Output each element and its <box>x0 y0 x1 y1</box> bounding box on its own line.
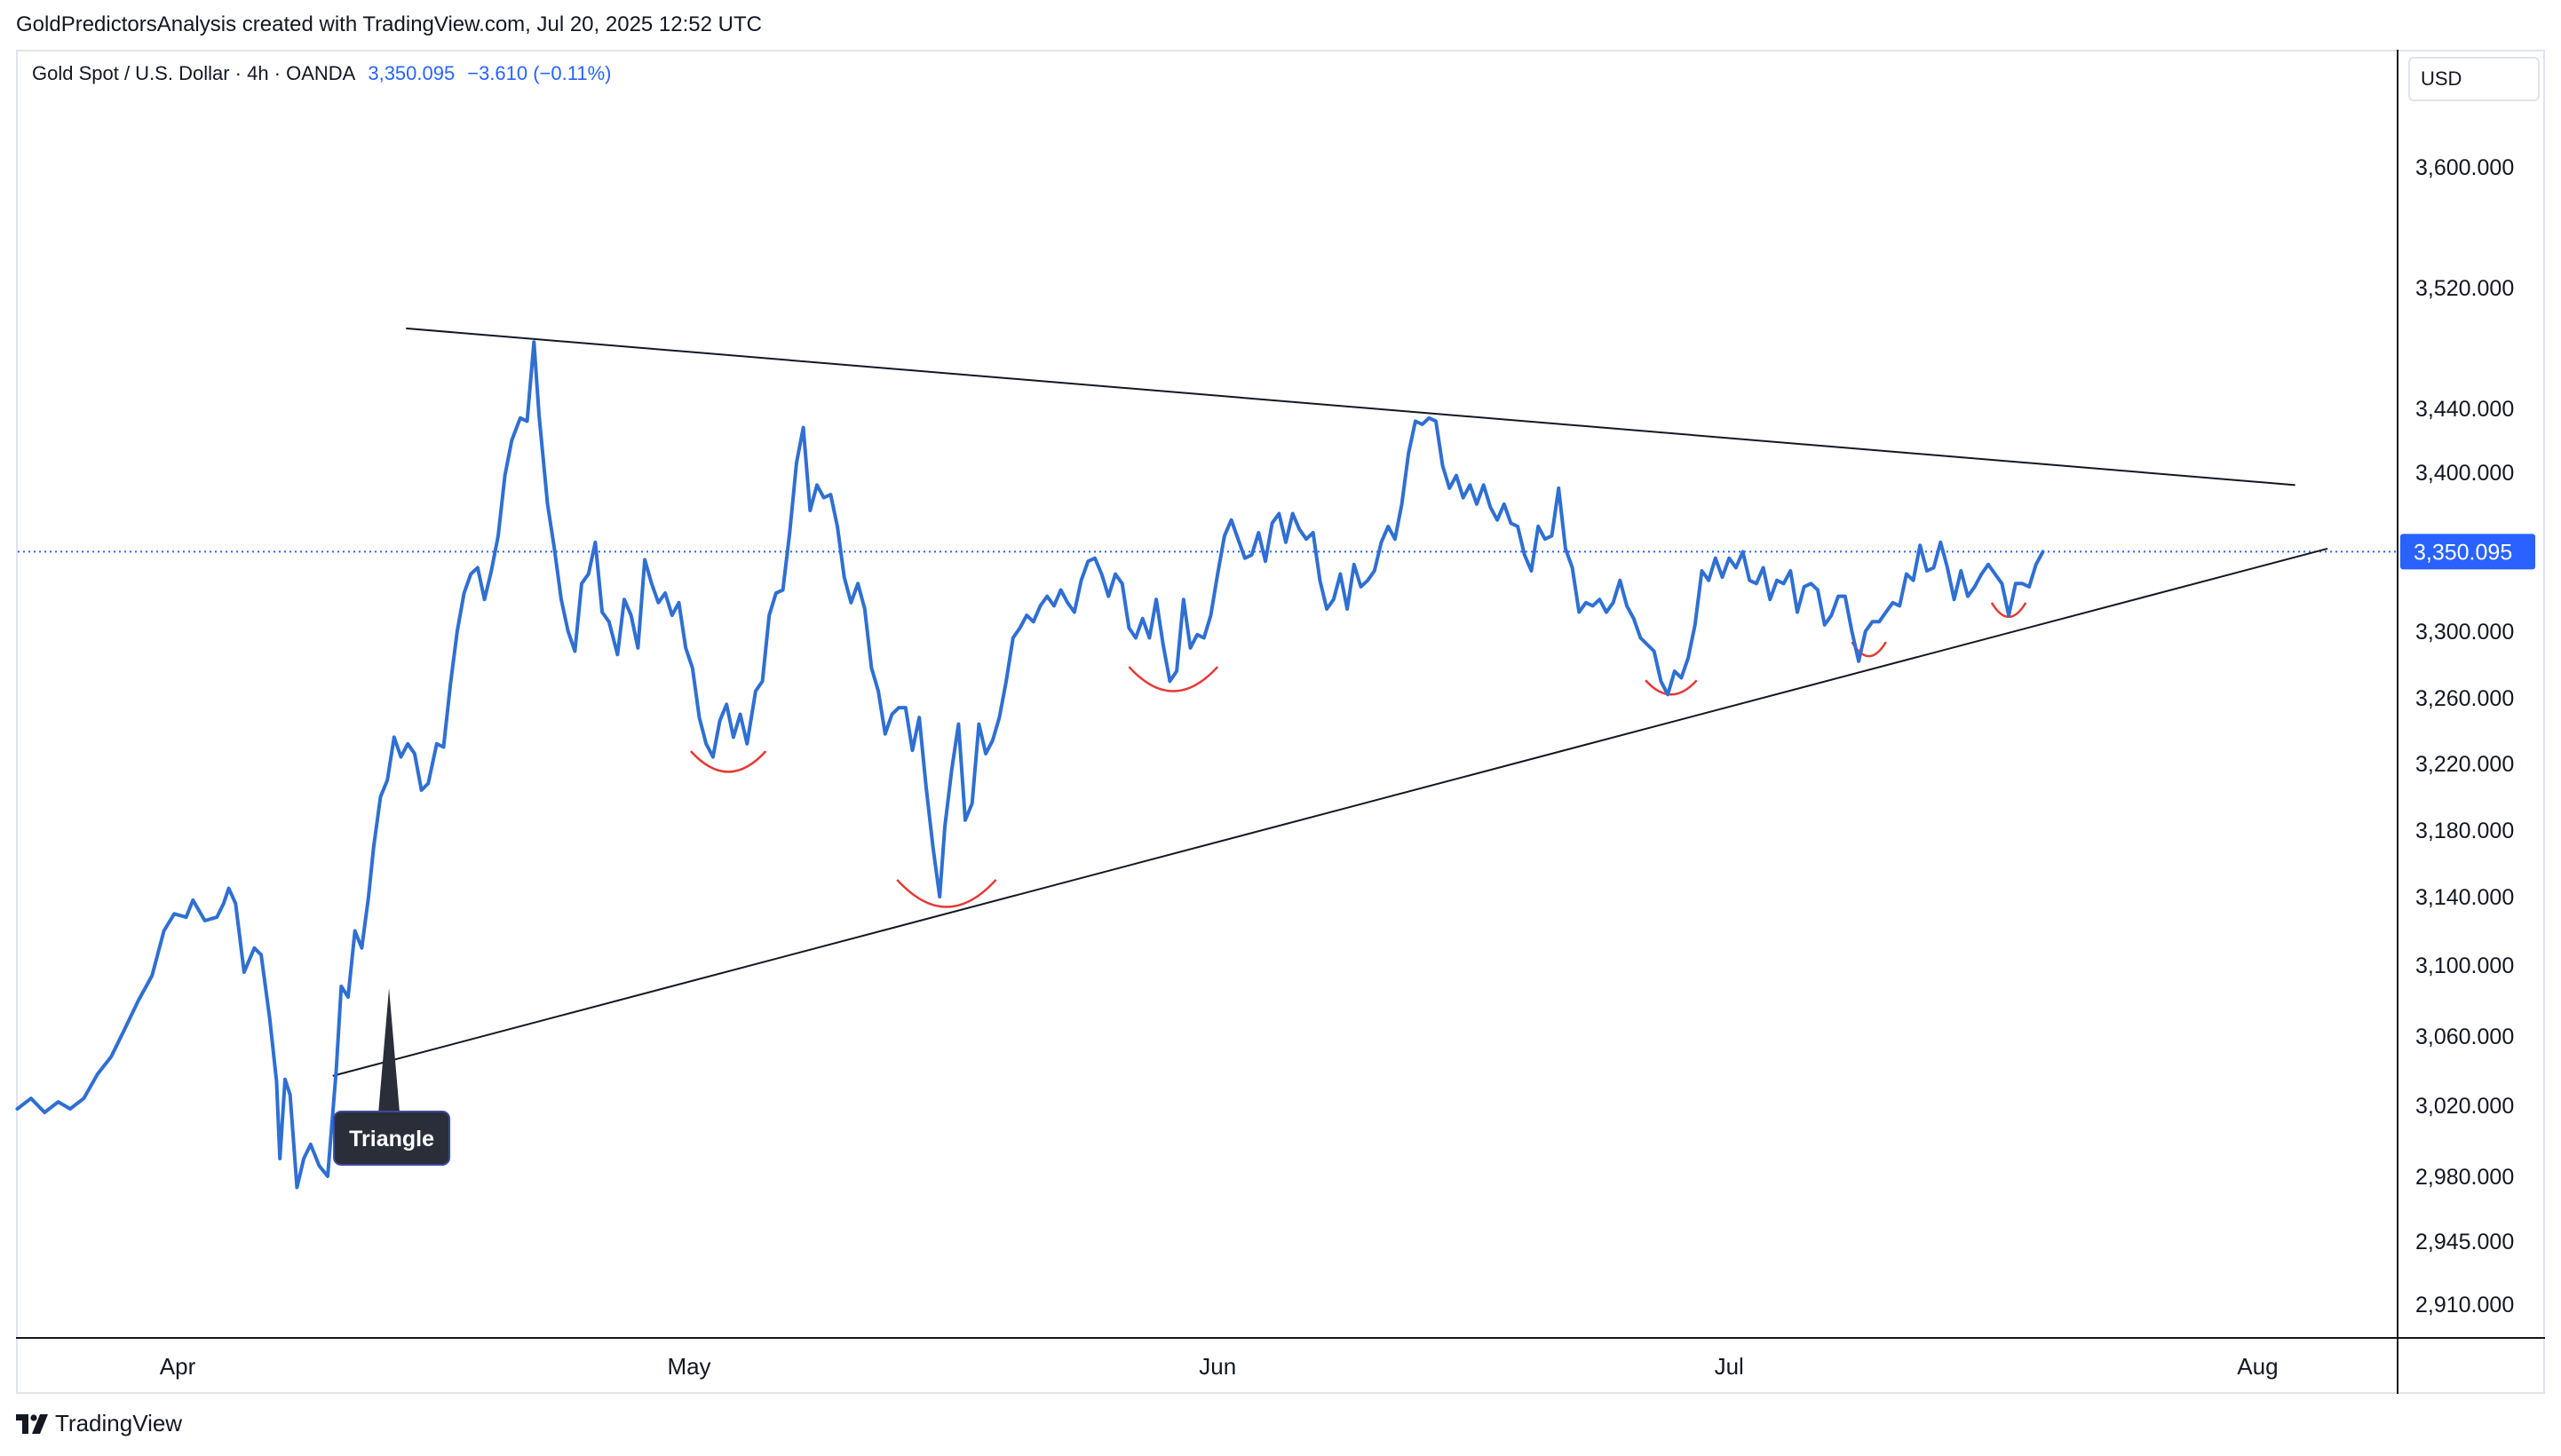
price-series-line <box>15 340 2045 1190</box>
time-tick-label: Aug <box>2237 1353 2278 1380</box>
price-tick-label: 3,600.000 <box>2415 155 2514 180</box>
price-change: −3.610 (−0.11%) <box>467 62 612 84</box>
current-price-tag: 3,350.095 <box>2400 534 2535 570</box>
support-arc[interactable] <box>1645 679 1698 696</box>
symbol-title[interactable]: Gold Spot / U.S. Dollar · 4h · OANDA <box>32 62 356 84</box>
price-axis[interactable]: 3,600.000 3,520.000 3,440.000 3,400.000 3,30… <box>2415 155 2514 1318</box>
time-axis[interactable]: Apr May Jun Jul Aug <box>160 1353 2279 1380</box>
chart-frame <box>16 50 2545 1394</box>
time-tick-label: May <box>667 1353 710 1380</box>
callout-label: Triangle <box>349 1127 434 1151</box>
price-tick-label: 3,180.000 <box>2415 819 2514 843</box>
tradingview-logo-icon <box>16 1413 48 1434</box>
price-tick-label: 3,220.000 <box>2415 752 2514 777</box>
price-tick-label: 2,910.000 <box>2415 1293 2514 1318</box>
last-price: 3,350.095 <box>368 62 456 84</box>
time-tick-label: Apr <box>160 1353 196 1380</box>
price-tick-label: 3,020.000 <box>2415 1094 2514 1119</box>
support-arc[interactable] <box>689 750 767 773</box>
price-tick-label: 3,100.000 <box>2415 954 2514 978</box>
tradingview-brand: TradingView <box>55 1410 183 1436</box>
price-tick-label: 2,945.000 <box>2415 1230 2514 1254</box>
trendline-upper[interactable] <box>406 327 2295 487</box>
callout-pointer <box>378 988 400 1113</box>
chart-attribution: GoldPredictorsAnalysis created with Trad… <box>16 12 762 36</box>
current-price-label: 3,350.095 <box>2414 540 2512 565</box>
support-arc[interactable] <box>1128 666 1219 692</box>
trendline-lower[interactable] <box>332 547 2328 1077</box>
price-tick-label: 3,400.000 <box>2415 461 2514 486</box>
price-tick-label: 2,980.000 <box>2415 1165 2514 1190</box>
time-tick-label: Jul <box>1715 1353 1744 1380</box>
price-tick-label: 3,260.000 <box>2415 686 2514 711</box>
price-tick-label: 3,520.000 <box>2415 276 2514 301</box>
support-arc[interactable] <box>896 879 997 908</box>
price-tick-label: 3,440.000 <box>2415 397 2514 422</box>
support-arcs[interactable] <box>689 602 2027 908</box>
time-tick-label: Jun <box>1199 1353 1236 1380</box>
tradingview-logo[interactable]: TradingView <box>16 1410 182 1437</box>
triangle-trendlines[interactable] <box>332 327 2328 1077</box>
price-tick-label: 3,300.000 <box>2415 620 2514 645</box>
price-tick-label: 3,060.000 <box>2415 1025 2514 1049</box>
currency-selector[interactable]: USD <box>2408 57 2540 101</box>
symbol-legend[interactable]: Gold Spot / U.S. Dollar · 4h · OANDA 3,35… <box>32 62 611 85</box>
triangle-callout[interactable]: Triangle <box>333 988 451 1166</box>
price-tick-label: 3,140.000 <box>2415 885 2514 910</box>
callout-box <box>333 1111 451 1166</box>
